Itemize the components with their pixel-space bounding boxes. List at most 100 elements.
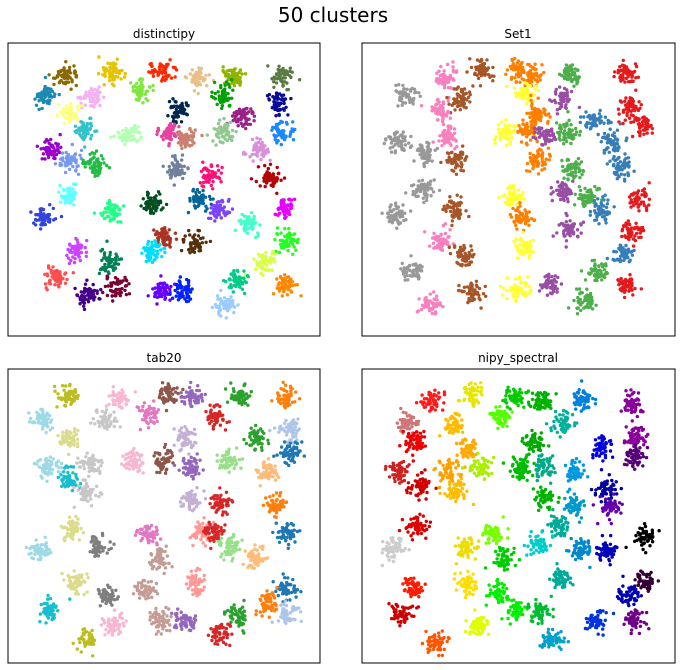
scatter-point bbox=[515, 227, 519, 231]
scatter-point bbox=[273, 212, 277, 216]
scatter-points bbox=[29, 55, 303, 320]
scatter-point bbox=[449, 125, 453, 129]
scatter-point bbox=[581, 168, 585, 173]
scatter-point bbox=[452, 127, 457, 131]
scatter-point bbox=[233, 228, 238, 232]
scatter-point bbox=[218, 297, 223, 301]
scatter-point bbox=[279, 142, 283, 147]
scatter-point bbox=[433, 148, 437, 152]
scatter-point bbox=[77, 132, 82, 136]
scatter-point bbox=[603, 136, 607, 140]
scatter-point bbox=[163, 293, 167, 297]
scatter-point bbox=[230, 81, 235, 85]
scatter-point bbox=[267, 98, 271, 102]
scatter-point bbox=[73, 250, 77, 254]
scatter-point bbox=[592, 198, 597, 203]
scatter-point bbox=[156, 236, 160, 240]
scatter-point bbox=[464, 155, 469, 159]
scatter-point bbox=[63, 201, 67, 205]
scatter-point bbox=[57, 92, 61, 97]
scatter-point bbox=[208, 239, 213, 244]
scatter-point bbox=[499, 120, 504, 124]
scatter-point bbox=[400, 214, 405, 219]
scatter-point bbox=[118, 69, 122, 73]
scatter-point bbox=[76, 240, 80, 245]
scatter-point bbox=[75, 164, 79, 169]
scatter-point bbox=[234, 129, 238, 134]
scatter-point bbox=[471, 84, 475, 88]
scatter-point bbox=[264, 178, 269, 182]
scatter-point bbox=[127, 292, 132, 296]
scatter-point bbox=[69, 101, 73, 106]
scatter-point bbox=[179, 248, 184, 253]
scatter-point bbox=[41, 97, 45, 102]
scatter-point bbox=[620, 234, 624, 239]
scatter-point bbox=[572, 176, 576, 180]
scatter-point bbox=[518, 238, 522, 242]
scatter-point bbox=[78, 153, 82, 157]
scatter-point bbox=[473, 71, 477, 75]
scatter-point bbox=[414, 90, 418, 95]
scatter-point bbox=[508, 141, 512, 146]
scatter-point bbox=[97, 85, 101, 89]
scatter-point bbox=[567, 128, 571, 132]
scatter-point bbox=[282, 99, 286, 103]
scatter-point bbox=[243, 72, 248, 76]
scatter-point bbox=[420, 144, 424, 148]
scatter-point bbox=[276, 213, 280, 217]
scatter-point bbox=[230, 114, 235, 118]
scatter-point bbox=[53, 283, 57, 287]
scatter-point bbox=[394, 130, 398, 135]
scatter-point bbox=[197, 190, 202, 195]
scatter-point bbox=[437, 188, 442, 193]
scatter-point bbox=[150, 69, 154, 73]
scatter-point bbox=[161, 281, 166, 285]
scatter-point bbox=[284, 134, 288, 138]
scatter-point bbox=[277, 206, 281, 210]
scatter-point bbox=[186, 143, 190, 147]
scatter-point bbox=[548, 98, 552, 102]
scatter-point bbox=[215, 164, 220, 168]
scatter-point bbox=[251, 159, 255, 163]
scatter-point bbox=[564, 63, 569, 67]
scatter-point bbox=[638, 106, 642, 111]
scatter-point bbox=[102, 216, 107, 221]
scatter-point bbox=[527, 254, 532, 258]
scatter-point bbox=[205, 167, 209, 171]
scatter-point bbox=[73, 244, 77, 248]
scatter-point bbox=[621, 58, 625, 63]
scatter-point bbox=[191, 134, 196, 139]
scatter-point bbox=[534, 71, 539, 76]
scatter-point bbox=[60, 163, 64, 167]
scatter-point bbox=[566, 100, 570, 104]
scatter-point bbox=[286, 87, 290, 92]
scatter-point bbox=[558, 106, 562, 111]
scatter-point bbox=[145, 89, 150, 93]
subplot-set1: Set1 bbox=[361, 27, 676, 337]
scatter-point bbox=[149, 61, 153, 66]
scatter-point bbox=[289, 206, 293, 210]
scatter-point bbox=[555, 231, 559, 235]
scatter-point bbox=[89, 137, 93, 141]
scatter-point bbox=[589, 191, 594, 195]
scatter-point bbox=[469, 65, 474, 70]
scatter-point bbox=[396, 104, 400, 108]
scatter-point bbox=[59, 200, 63, 204]
scatter-point bbox=[176, 132, 180, 137]
scatter-point bbox=[446, 80, 451, 84]
scatter-point bbox=[230, 78, 234, 82]
scatter-point bbox=[442, 132, 446, 136]
scatter-point bbox=[124, 284, 128, 288]
scatter-point bbox=[618, 65, 622, 69]
scatter-point bbox=[277, 64, 281, 69]
scatter-point bbox=[117, 291, 121, 296]
scatter-point bbox=[604, 205, 609, 210]
scatter-point bbox=[182, 109, 186, 113]
scatter-point bbox=[467, 214, 471, 219]
scatter-point bbox=[147, 205, 152, 209]
scatter-point bbox=[155, 249, 159, 253]
scatter-point bbox=[71, 255, 75, 259]
scatter-point bbox=[129, 127, 133, 132]
scatter-point bbox=[113, 256, 118, 260]
scatter-point bbox=[424, 191, 428, 195]
